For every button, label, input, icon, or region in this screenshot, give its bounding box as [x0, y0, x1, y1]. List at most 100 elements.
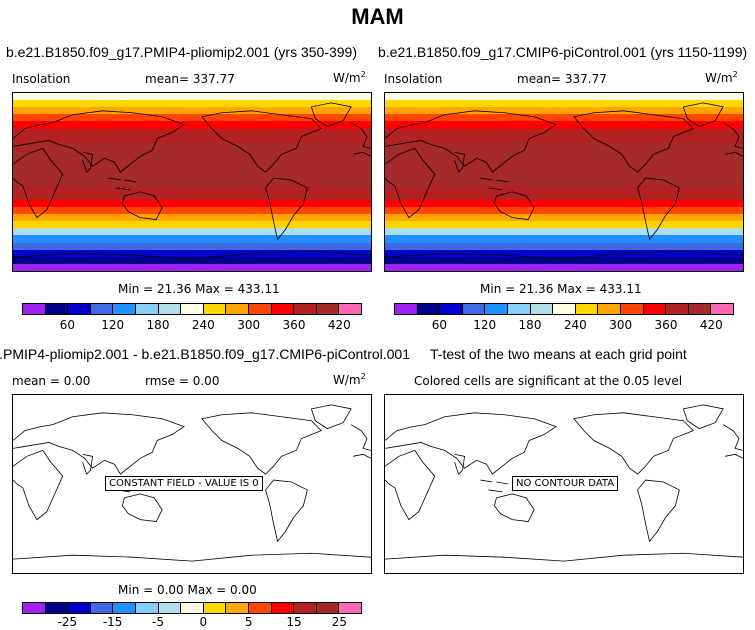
- panel1-colorbar-ticks: 60 120 180 240 300 360 420: [22, 318, 362, 332]
- coastline-path: [266, 178, 308, 239]
- coastline-path: [455, 152, 465, 172]
- coastline-path: [638, 178, 680, 239]
- colorbar-tick-label: -25: [57, 615, 78, 629]
- colorbar-tick-label: 420: [327, 318, 351, 332]
- colorbar-cell: [507, 304, 531, 314]
- colorbar-cell: [294, 603, 317, 613]
- colorbar-tick-label: 120: [101, 318, 125, 332]
- colorbar-cell: [339, 304, 361, 314]
- insolation-band: [13, 221, 371, 230]
- colorbar-cell: [135, 603, 159, 613]
- coastline-path: [723, 123, 743, 149]
- colorbar-cell: [666, 304, 689, 314]
- panel3-colorbar: [22, 602, 362, 614]
- colorbar-cell: [226, 603, 249, 613]
- insolation-band: [13, 142, 371, 151]
- insolation-band: [13, 249, 371, 258]
- insolation-band: [13, 114, 371, 123]
- coastline-path: [122, 192, 162, 220]
- colorbar-tick-label: 240: [191, 318, 215, 332]
- insolation-band: [385, 142, 743, 151]
- colorbar-cell: [158, 304, 182, 314]
- colorbar-cell: [440, 304, 463, 314]
- coastline-path: [385, 111, 556, 172]
- coastline-path: [13, 148, 63, 217]
- insolation-band: [385, 192, 743, 201]
- coastline-path: [683, 103, 723, 127]
- insolation-band: [13, 235, 371, 244]
- colorbar-tick-label: 60: [59, 318, 75, 332]
- main-title: MAM: [351, 4, 404, 29]
- colorbar-tick-label: 300: [609, 318, 633, 332]
- insolation-band: [13, 178, 371, 187]
- panel3-rmse-label: rmse = 0.00: [145, 374, 220, 388]
- panel2-coastlines: [385, 93, 743, 271]
- coastline-path: [385, 148, 435, 217]
- coastline-path: [351, 123, 371, 149]
- colorbar-cell: [68, 304, 91, 314]
- panel4-no-contour-box: NO CONTOUR DATA: [512, 476, 619, 491]
- panel1-coastlines: [13, 93, 371, 271]
- panel3-constant-field-box: CONSTANT FIELD - VALUE IS 0: [105, 476, 263, 491]
- coastline-path: [13, 450, 63, 519]
- panel1-units: W/m2: [333, 70, 366, 85]
- insolation-band: [13, 157, 371, 166]
- panel2-minmax: Min = 21.36 Max = 433.11: [480, 282, 642, 296]
- coastline-path: [122, 494, 162, 522]
- panel2-mean-label: mean= 337.77: [517, 72, 607, 86]
- colorbar-tick-label: -5: [152, 615, 164, 629]
- insolation-band: [385, 249, 743, 258]
- panel1-mean-label: mean= 337.77: [145, 72, 235, 86]
- coastline-path: [725, 454, 743, 458]
- coastline-path: [83, 454, 93, 474]
- coastline-path: [723, 425, 743, 451]
- panel2-units: W/m2: [705, 70, 738, 85]
- coastline-path: [385, 450, 435, 519]
- colorbar-tick-label: 60: [431, 318, 447, 332]
- insolation-band: [385, 256, 743, 265]
- insolation-band: [385, 214, 743, 223]
- colorbar-tick-label: 180: [518, 318, 542, 332]
- insolation-band: [385, 171, 743, 180]
- colorbar-cell: [158, 603, 182, 613]
- insolation-band: [13, 121, 371, 130]
- coastline-path: [202, 413, 321, 474]
- panel1-minmax: Min = 21.36 Max = 433.11: [118, 282, 280, 296]
- insolation-band: [385, 114, 743, 123]
- colorbar-cell: [203, 304, 227, 314]
- coastline-path: [494, 494, 534, 522]
- colorbar-tick-label: 240: [563, 318, 587, 332]
- insolation-band: [13, 263, 371, 271]
- panel1-variable-label: Insolation: [12, 72, 71, 86]
- panel2-colorbar-ticks: 60 120 180 240 300 360 420: [394, 318, 734, 332]
- panel3-mean-label: mean = 0.00: [12, 374, 91, 388]
- panel4-title: T-test of the two means at each grid poi…: [430, 346, 687, 362]
- coastline-path: [455, 454, 465, 474]
- coastline-path: [574, 413, 693, 474]
- coastline-path: [683, 405, 723, 429]
- colorbar-cell: [135, 304, 159, 314]
- coastline-path: [13, 111, 184, 172]
- coastline-path: [202, 111, 321, 172]
- colorbar-cell: [417, 304, 441, 314]
- colorbar-cell: [181, 304, 204, 314]
- colorbar-cell: [688, 304, 712, 314]
- colorbar-tick-label: 360: [282, 318, 306, 332]
- colorbar-tick-label: 25: [331, 615, 347, 629]
- insolation-band: [13, 199, 371, 208]
- insolation-band: [385, 164, 743, 173]
- colorbar-cell: [395, 304, 418, 314]
- colorbar-cell: [226, 304, 249, 314]
- coastline-path: [13, 413, 184, 474]
- colorbar-cell: [294, 304, 317, 314]
- panel3-colorbar-ticks: -25 -15 -5 0 5 15 25: [22, 615, 362, 629]
- insolation-band: [385, 157, 743, 166]
- colorbar-cell: [248, 304, 272, 314]
- insolation-band: [13, 93, 371, 101]
- coastline-path: [311, 405, 351, 429]
- insolation-band: [385, 128, 743, 137]
- insolation-band: [13, 214, 371, 223]
- insolation-band: [13, 107, 371, 116]
- insolation-band: [13, 171, 371, 180]
- insolation-band: [13, 164, 371, 173]
